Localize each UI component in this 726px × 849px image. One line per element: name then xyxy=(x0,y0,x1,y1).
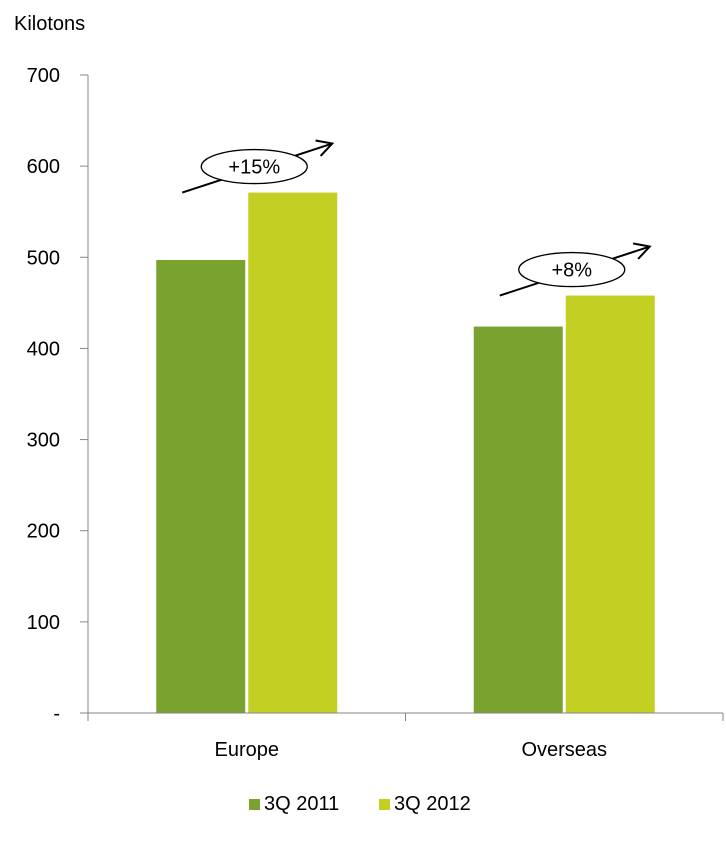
y-axis-title: Kilotons xyxy=(14,13,85,35)
annotations: +15% +8% xyxy=(181,139,652,297)
y-tick-label: 300 xyxy=(27,430,60,452)
x-tick-label: Overseas xyxy=(521,739,607,761)
x-tick-label: Europe xyxy=(215,739,280,761)
bar-europe-0 xyxy=(156,260,246,713)
y-axis: - 100 200 300 400 500 600 700 xyxy=(27,65,89,725)
growth-arrow-head xyxy=(315,139,335,157)
bar-overseas-0 xyxy=(473,326,563,713)
growth-ellipse xyxy=(200,148,308,185)
x-axis: Europe Overseas xyxy=(87,712,724,761)
growth-ellipse xyxy=(518,251,626,288)
legend-label: 3Q 2012 xyxy=(394,793,471,815)
y-tick-label: - xyxy=(53,703,60,725)
y-tick-label: 200 xyxy=(27,521,60,543)
y-tick-label: 400 xyxy=(27,338,60,360)
legend-swatch xyxy=(379,799,390,810)
bars xyxy=(156,192,655,713)
legend-swatch xyxy=(249,799,260,810)
growth-label: +15% xyxy=(228,157,280,179)
y-tick-label: 500 xyxy=(27,247,60,269)
y-tick-label: 700 xyxy=(27,65,60,87)
legend: 3Q 2011 3Q 2012 xyxy=(249,793,471,815)
legend-item: 3Q 2012 xyxy=(379,793,471,815)
legend-label: 3Q 2011 xyxy=(264,793,339,815)
legend-item: 3Q 2011 xyxy=(249,793,339,815)
growth-arrow-head xyxy=(632,242,652,260)
y-tick-label: 600 xyxy=(27,156,60,178)
growth-annotation: +15% xyxy=(181,139,335,194)
growth-annotation: +8% xyxy=(499,242,652,297)
bar-overseas-1 xyxy=(565,295,655,713)
growth-label: +8% xyxy=(551,260,592,282)
y-tick-label: 100 xyxy=(27,612,60,634)
bar-europe-1 xyxy=(248,192,338,713)
